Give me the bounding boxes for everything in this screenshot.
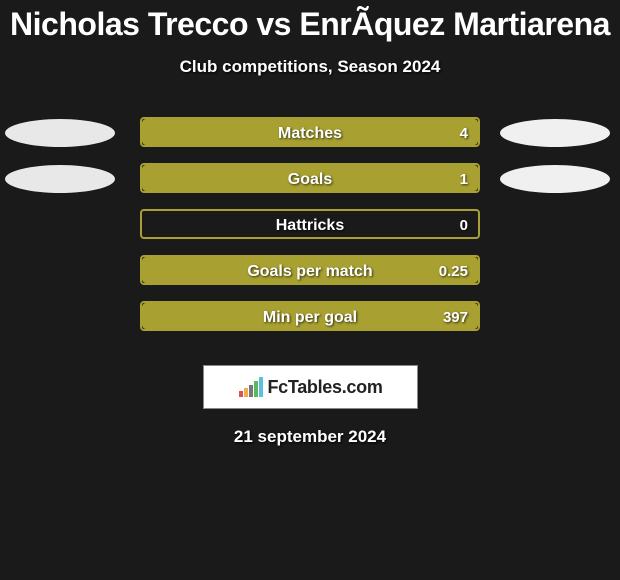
stat-label: Min per goal <box>142 303 478 333</box>
stat-label: Matches <box>142 119 478 149</box>
stat-value: 0 <box>460 211 468 241</box>
logo-text: FcTables.com <box>267 377 382 398</box>
stat-row: Hattricks0 <box>0 209 620 255</box>
subtitle: Club competitions, Season 2024 <box>0 57 620 77</box>
stat-label: Hattricks <box>142 211 478 241</box>
stat-row: Goals per match0.25 <box>0 255 620 301</box>
logo-box: FcTables.com <box>203 365 418 409</box>
stat-label: Goals per match <box>142 257 478 287</box>
stat-bar: Matches4 <box>140 117 480 147</box>
player1-oval <box>5 119 115 147</box>
logo: FcTables.com <box>237 376 382 398</box>
stat-bar: Min per goal397 <box>140 301 480 331</box>
player1-oval <box>5 165 115 193</box>
stat-value: 4 <box>460 119 468 149</box>
stat-value: 1 <box>460 165 468 195</box>
stat-row: Goals1 <box>0 163 620 209</box>
comparison-infographic: Nicholas Trecco vs EnrÃ­quez Martiarena … <box>0 0 620 580</box>
barchart-icon <box>237 376 263 398</box>
stat-bar: Goals1 <box>140 163 480 193</box>
page-title: Nicholas Trecco vs EnrÃ­quez Martiarena <box>0 0 620 43</box>
stat-rows: Matches4Goals1Hattricks0Goals per match0… <box>0 117 620 347</box>
player2-oval <box>500 165 610 193</box>
stat-value: 397 <box>443 303 468 333</box>
stat-label: Goals <box>142 165 478 195</box>
stat-value: 0.25 <box>439 257 468 287</box>
stat-bar: Goals per match0.25 <box>140 255 480 285</box>
stat-row: Matches4 <box>0 117 620 163</box>
stat-bar: Hattricks0 <box>140 209 480 239</box>
stat-row: Min per goal397 <box>0 301 620 347</box>
date-text: 21 september 2024 <box>0 427 620 447</box>
player2-oval <box>500 119 610 147</box>
